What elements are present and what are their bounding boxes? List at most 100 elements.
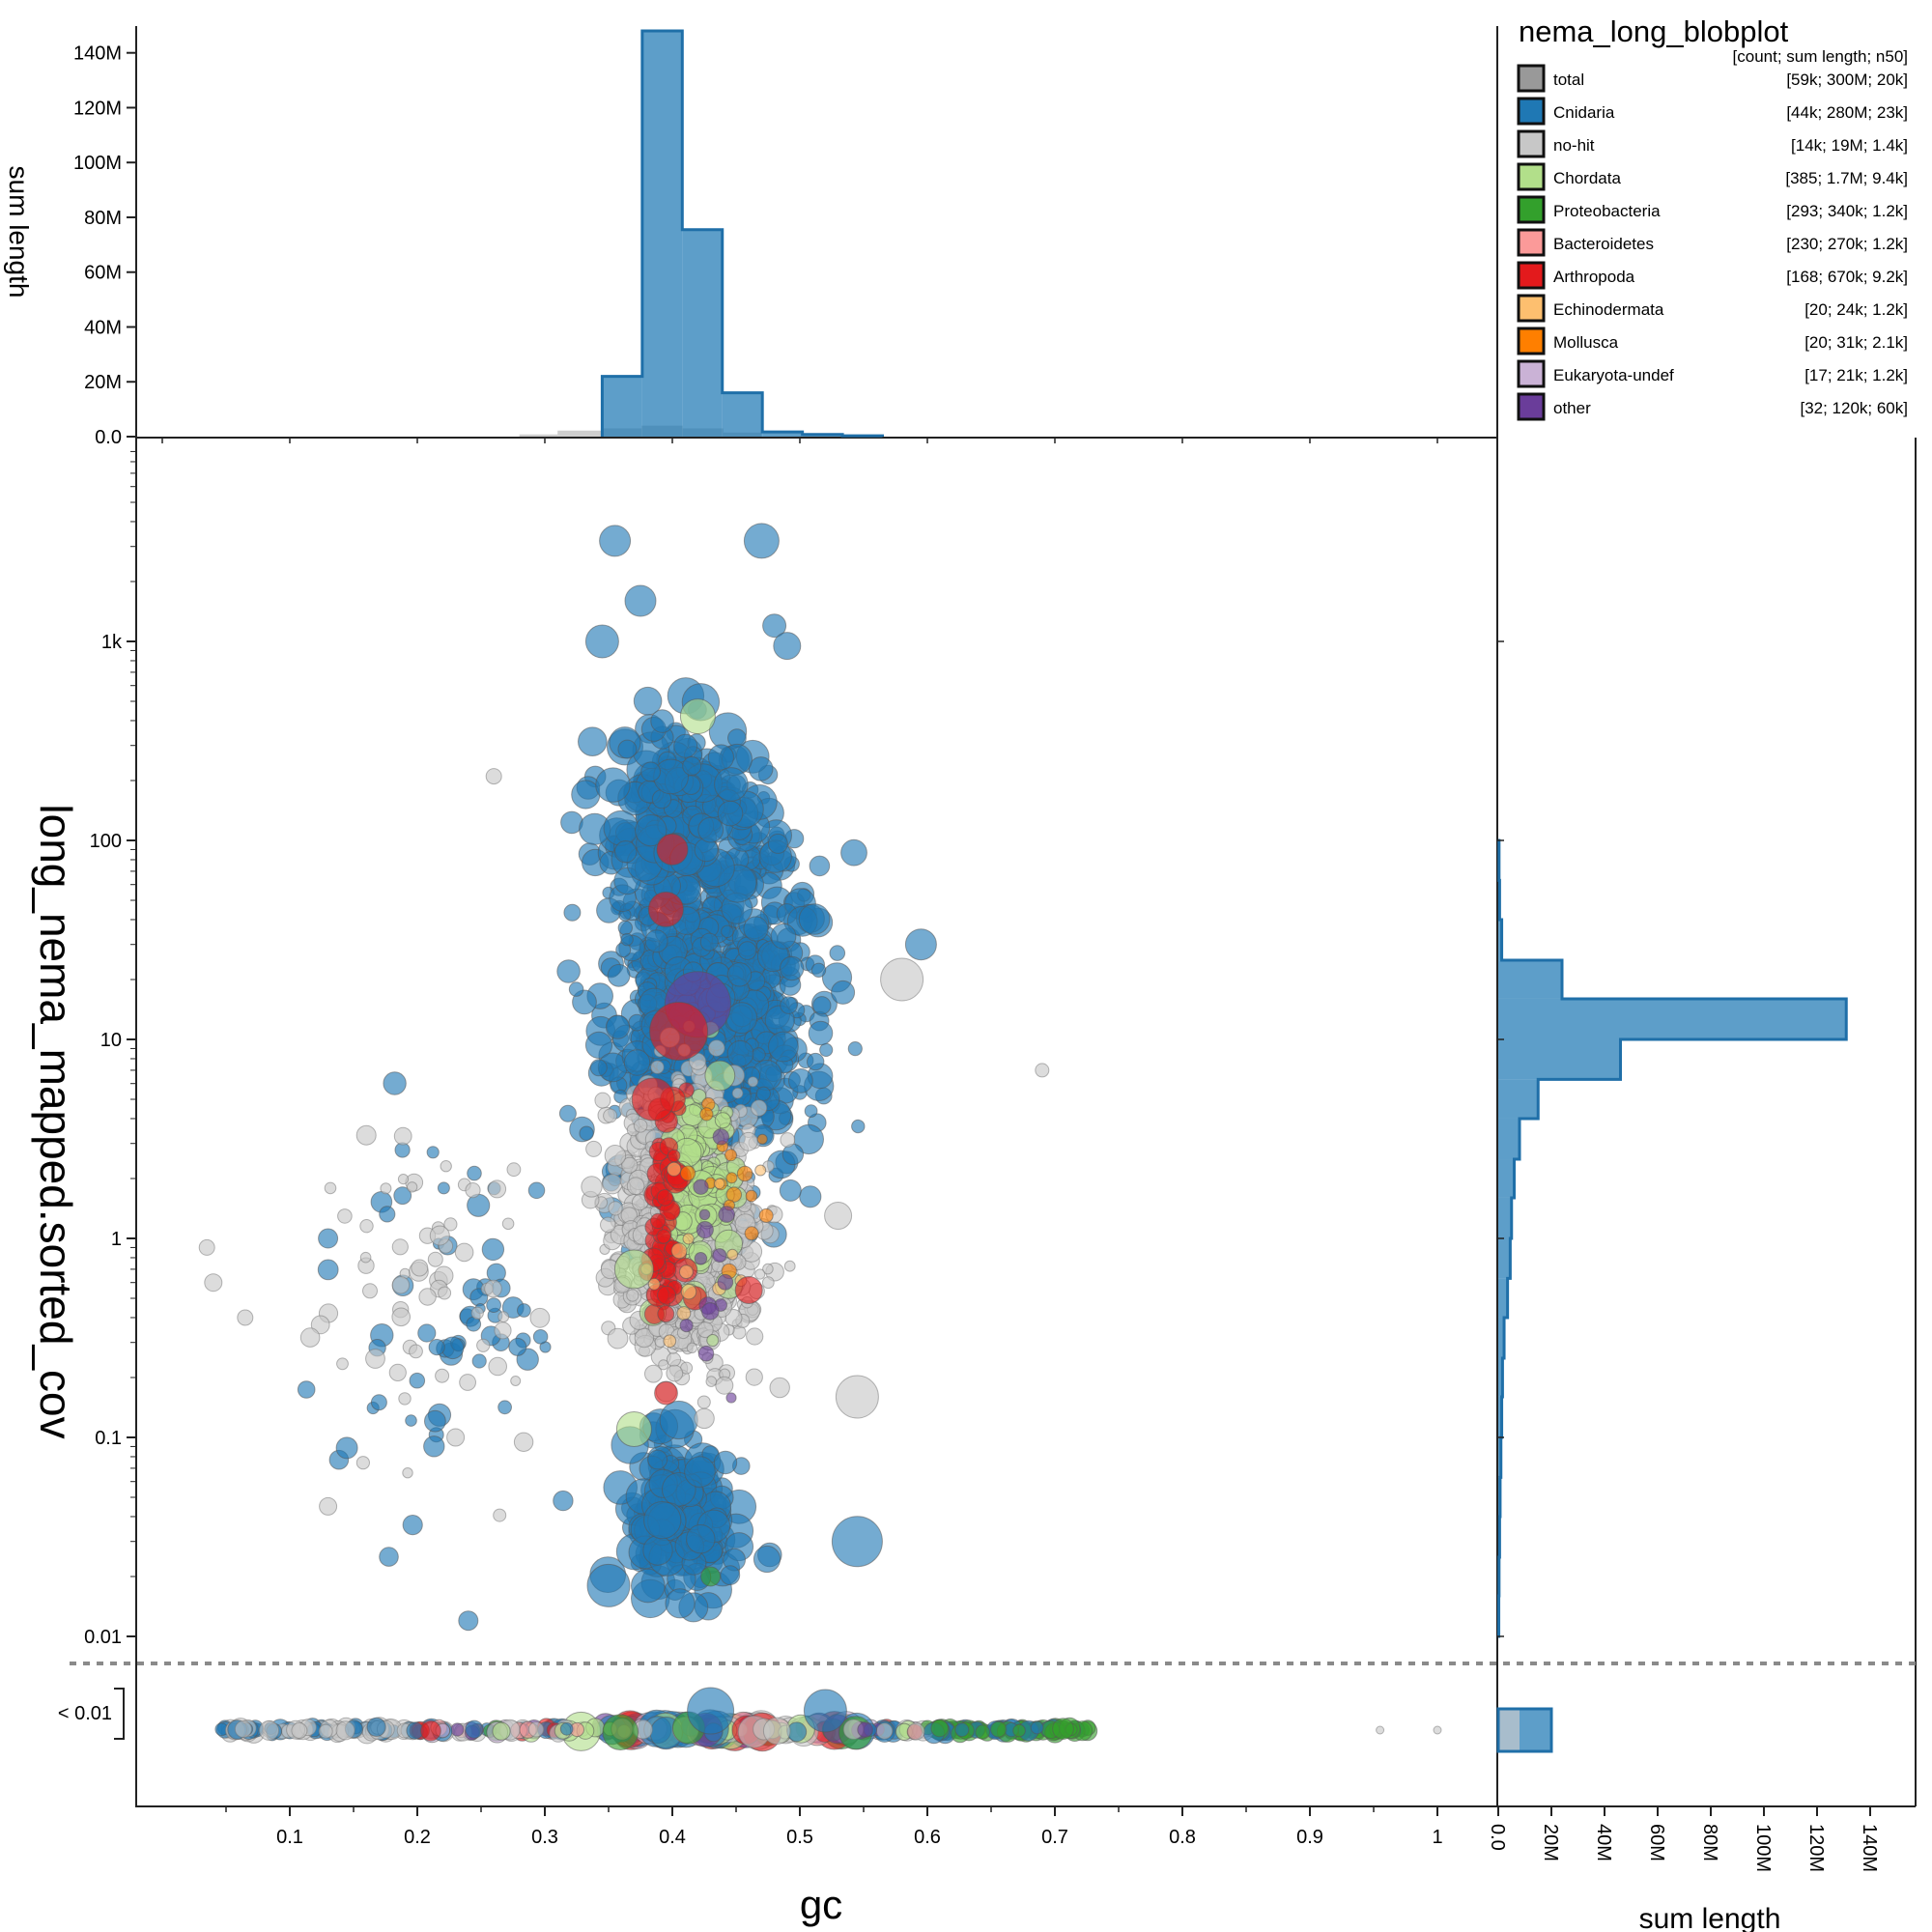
scatter-point	[755, 1086, 771, 1101]
scatter-point	[440, 1160, 452, 1173]
scatter-point	[725, 1172, 738, 1184]
scatter-point	[579, 1125, 594, 1141]
scatter-point	[558, 1104, 577, 1122]
legend-header: [count; sum length; n50]	[1733, 47, 1908, 66]
scatter-point	[745, 1189, 758, 1203]
legend-stats-Echinodermata: [20; 24k; 1.2k]	[1804, 300, 1908, 319]
right-hist-below-cnidaria	[1520, 1709, 1551, 1751]
legend-swatch-Proteobacteria	[1517, 195, 1546, 224]
legend-label-total: total	[1553, 71, 1584, 89]
scatter-point	[747, 1076, 759, 1088]
scatter-point	[383, 1071, 407, 1095]
top-hist-y-tick-label: 140M	[73, 43, 122, 65]
scatter-point	[767, 833, 788, 854]
scatter-point	[633, 1119, 648, 1133]
scatter-point	[717, 1273, 734, 1291]
scatter-point	[712, 1128, 729, 1146]
scatter-point	[676, 1306, 692, 1321]
scatter-point	[493, 1508, 507, 1522]
x-tick-label: 0.3	[531, 1827, 558, 1848]
scatter-point	[682, 1233, 695, 1245]
scatter-point	[624, 584, 657, 617]
baseline-point	[335, 1720, 355, 1741]
top-hist-y-tick-label: 0.0	[95, 427, 122, 448]
scatter-point	[585, 1140, 603, 1157]
baseline-point	[366, 1717, 386, 1737]
right-hist-bar	[1498, 960, 1562, 999]
scatter-point	[599, 525, 632, 557]
baseline-point	[954, 1722, 970, 1738]
scatter-point	[465, 1182, 481, 1199]
scatter-point	[680, 1165, 696, 1181]
scatter-point	[297, 1380, 316, 1399]
scatter-point	[405, 1414, 417, 1427]
scatter-point	[754, 1268, 766, 1280]
right-hist-x-tick-label: 0.0	[1487, 1824, 1508, 1851]
scatter-point	[607, 963, 631, 987]
scatter-point	[707, 744, 735, 771]
scatter-point	[780, 996, 798, 1014]
scatter-point	[682, 756, 702, 776]
legend-label-Echinodermata: Echinodermata	[1553, 300, 1664, 319]
scatter-point	[237, 1309, 254, 1326]
legend-label-Eukaryota-undef: Eukaryota-undef	[1553, 366, 1674, 384]
scatter-point	[481, 1237, 505, 1262]
scatter-point	[337, 1208, 353, 1224]
top-hist-y-label: sum length	[4, 166, 34, 298]
scatter-point	[397, 1174, 410, 1185]
scatter-point	[527, 1181, 546, 1200]
legend-stats-Proteobacteria: [293; 340k; 1.2k]	[1786, 202, 1908, 220]
scatter-point	[409, 1344, 423, 1359]
legend-swatch-no-hit	[1517, 129, 1546, 158]
scatter-point	[736, 1165, 753, 1182]
scatter-point	[667, 1149, 681, 1163]
right-hist-x-tick-label: 120M	[1805, 1824, 1827, 1872]
scatter-point	[650, 1060, 665, 1074]
scatter-point	[773, 632, 802, 661]
scatter-point	[318, 1228, 339, 1249]
scatter-point	[484, 1279, 502, 1298]
scatter-point	[355, 1456, 370, 1470]
baseline-point	[1030, 1720, 1044, 1735]
scatter-point	[704, 1060, 736, 1092]
legend-stats-Mollusca: [20; 31k; 2.1k]	[1804, 333, 1908, 352]
right-histogram	[1496, 838, 1848, 1753]
scatter-point	[556, 959, 581, 983]
scatter-point	[631, 1077, 675, 1122]
scatter-point	[603, 810, 639, 846]
scatter-point	[459, 1374, 477, 1391]
scatter-point	[721, 924, 734, 938]
y-tick-label: 100	[90, 831, 122, 852]
scatter-point	[656, 1229, 671, 1244]
scatter-point	[497, 1400, 512, 1415]
scatter-point	[737, 941, 757, 960]
scatter-point	[584, 1031, 613, 1060]
baseline-point	[465, 1719, 484, 1739]
scatter-point	[851, 1119, 866, 1134]
scatter-point	[654, 1380, 678, 1406]
scatter-point	[644, 929, 668, 953]
scatter-point	[768, 1031, 799, 1063]
scatter-point	[761, 1276, 775, 1290]
scatter-point	[506, 1162, 522, 1178]
top-hist-bar-cnidaria	[722, 392, 763, 437]
baseline-point	[907, 1722, 925, 1741]
scatter-point	[744, 1226, 759, 1241]
scatter-point	[780, 955, 805, 981]
baseline-point	[1433, 1725, 1442, 1735]
scatter-point	[589, 1059, 608, 1077]
scatter-point	[751, 1099, 768, 1117]
scatter-point	[670, 1242, 688, 1260]
scatter-point	[586, 1563, 631, 1607]
baseline-point	[291, 1722, 308, 1739]
scatter-point	[402, 1515, 423, 1536]
scatter-point	[470, 1306, 484, 1320]
scatter-point	[824, 1202, 853, 1230]
scatter-point	[642, 1535, 673, 1566]
baseline-point	[450, 1722, 465, 1737]
scatter-point	[406, 1181, 418, 1193]
scatter-point	[417, 1323, 437, 1343]
scatter-point	[644, 1364, 663, 1383]
baseline-point	[930, 1719, 950, 1738]
